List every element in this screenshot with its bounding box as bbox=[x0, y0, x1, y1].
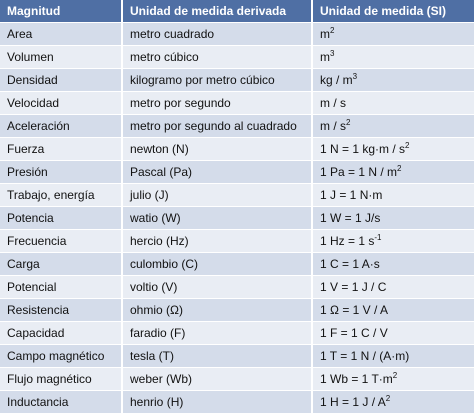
table-cell: 1 Wb = 1 T·m2 bbox=[312, 368, 474, 391]
cell-text: 1 Wb = 1 T·m bbox=[320, 372, 393, 386]
cell-superscript: 2 bbox=[330, 26, 334, 35]
cell-text: 1 Pa = 1 N / m bbox=[320, 165, 397, 179]
table-cell: metro cuadrado bbox=[122, 23, 312, 46]
cell-superscript: 3 bbox=[353, 72, 357, 81]
cell-text: kg / m bbox=[320, 73, 353, 87]
table-cell: m / s2 bbox=[312, 115, 474, 138]
cell-superscript: 2 bbox=[405, 141, 409, 150]
table-cell: newton (N) bbox=[122, 138, 312, 161]
cell-superscript: 3 bbox=[330, 49, 334, 58]
table-cell: kg / m3 bbox=[312, 69, 474, 92]
cell-text: 1 H = 1 J / A bbox=[320, 395, 386, 409]
table-cell: Densidad bbox=[0, 69, 122, 92]
cell-superscript: 2 bbox=[397, 164, 401, 173]
table-cell: ohmio (Ω) bbox=[122, 299, 312, 322]
table-cell: voltio (V) bbox=[122, 276, 312, 299]
header-cell: Magnitud bbox=[0, 0, 122, 23]
table-cell: m3 bbox=[312, 46, 474, 69]
table-cell: Aceleración bbox=[0, 115, 122, 138]
cell-superscript: 2 bbox=[386, 394, 390, 403]
table-cell: hercio (Hz) bbox=[122, 230, 312, 253]
table-cell: henrio (H) bbox=[122, 391, 312, 413]
header-cell: Unidad de medida derivada bbox=[122, 0, 312, 23]
table-cell: 1 T = 1 N / (A·m) bbox=[312, 345, 474, 368]
cell-superscript: -1 bbox=[374, 233, 381, 242]
table-cell: 1 J = 1 N·m bbox=[312, 184, 474, 207]
table-cell: 1 F = 1 C / V bbox=[312, 322, 474, 345]
table-cell: 1 N = 1 kg·m / s2 bbox=[312, 138, 474, 161]
table-cell: kilogramo por metro cúbico bbox=[122, 69, 312, 92]
table-cell: metro por segundo bbox=[122, 92, 312, 115]
table-cell: Trabajo, energía bbox=[0, 184, 122, 207]
table-cell: Frecuencia bbox=[0, 230, 122, 253]
table-cell: Resistencia bbox=[0, 299, 122, 322]
table-cell: 1 W = 1 J/s bbox=[312, 207, 474, 230]
table-cell: Area bbox=[0, 23, 122, 46]
table-cell: julio (J) bbox=[122, 184, 312, 207]
table-cell: Potencial bbox=[0, 276, 122, 299]
cell-text: m bbox=[320, 50, 330, 64]
table-cell: Velocidad bbox=[0, 92, 122, 115]
table-cell: weber (Wb) bbox=[122, 368, 312, 391]
cell-text: m bbox=[320, 27, 330, 41]
table-cell: 1 Hz = 1 s-1 bbox=[312, 230, 474, 253]
table-cell: 1 V = 1 J / C bbox=[312, 276, 474, 299]
table-cell: 1 Ω = 1 V / A bbox=[312, 299, 474, 322]
cell-superscript: 2 bbox=[393, 371, 397, 380]
table-cell: Inductancia bbox=[0, 391, 122, 413]
table-cell: Flujo magnético bbox=[0, 368, 122, 391]
table-cell: 1 C = 1 A·s bbox=[312, 253, 474, 276]
table-cell: Carga bbox=[0, 253, 122, 276]
table-cell: m / s bbox=[312, 92, 474, 115]
cell-text: m / s bbox=[320, 119, 346, 133]
table-cell: 1 H = 1 J / A2 bbox=[312, 391, 474, 413]
table-cell: Volumen bbox=[0, 46, 122, 69]
table-cell: Pascal (Pa) bbox=[122, 161, 312, 184]
table-cell: culombio (C) bbox=[122, 253, 312, 276]
table-cell: Fuerza bbox=[0, 138, 122, 161]
table-cell: metro cúbico bbox=[122, 46, 312, 69]
table-cell: watio (W) bbox=[122, 207, 312, 230]
table-cell: Potencia bbox=[0, 207, 122, 230]
table-cell: tesla (T) bbox=[122, 345, 312, 368]
table-cell: Capacidad bbox=[0, 322, 122, 345]
table-cell: Campo magnético bbox=[0, 345, 122, 368]
table-cell: faradio (F) bbox=[122, 322, 312, 345]
table-cell: m2 bbox=[312, 23, 474, 46]
cell-text: 1 N = 1 kg·m / s bbox=[320, 142, 405, 156]
table-cell: 1 Pa = 1 N / m2 bbox=[312, 161, 474, 184]
table-cell: metro por segundo al cuadrado bbox=[122, 115, 312, 138]
cell-text: 1 Hz = 1 s bbox=[320, 234, 374, 248]
header-cell: Unidad de medida (SI) bbox=[312, 0, 474, 23]
table-cell: Presión bbox=[0, 161, 122, 184]
cell-superscript: 2 bbox=[346, 118, 350, 127]
